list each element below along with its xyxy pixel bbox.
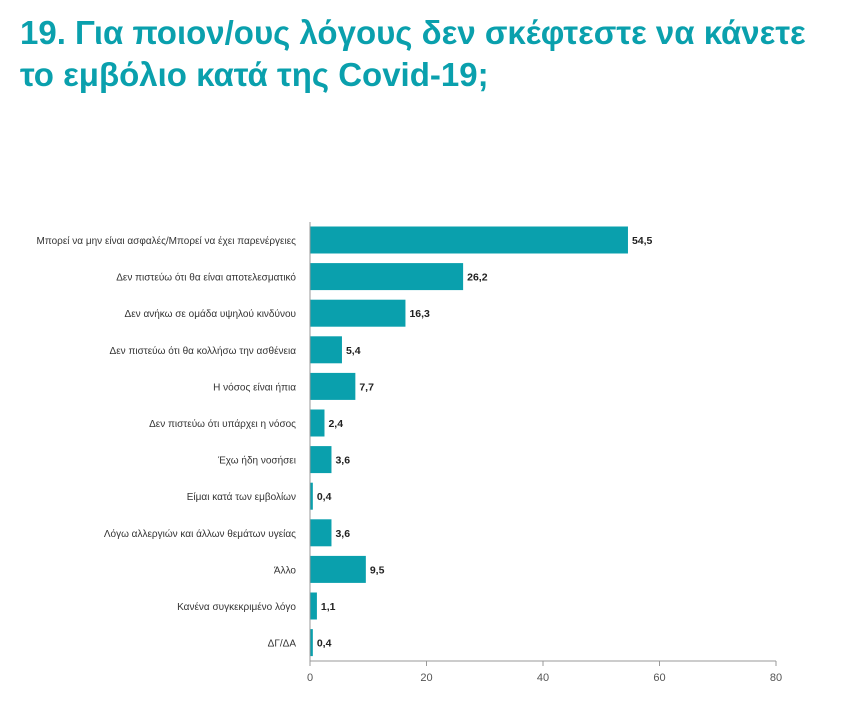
bar [310, 336, 342, 364]
x-tick-label: 80 [770, 672, 782, 684]
bar [310, 555, 366, 583]
category-label: Είμαι κατά των εμβολίων [187, 491, 296, 503]
bar [310, 263, 464, 291]
data-label: 0,4 [317, 491, 332, 503]
category-label: Δεν πιστεύω ότι θα είναι αποτελεσματικό [116, 272, 296, 284]
x-tick-label: 20 [420, 672, 432, 684]
category-label: Μπορεί να μην είναι ασφαλές/Μπορεί να έχ… [36, 235, 296, 247]
data-label: 5,4 [346, 345, 361, 357]
bar [310, 592, 317, 620]
category-label: Δεν ανήκω σε ομάδα υψηλού κινδύνου [125, 308, 296, 320]
data-label: 26,2 [467, 272, 488, 284]
x-tick-label: 0 [307, 672, 313, 684]
category-label: ΔΓ/ΔΑ [268, 639, 297, 650]
category-label: Άλλο [274, 565, 297, 576]
x-tick-label: 60 [653, 672, 665, 684]
x-tick-label: 40 [537, 672, 549, 684]
bar [310, 482, 313, 510]
category-label: Λόγω αλλεργιών και άλλων θεμάτων υγείας [104, 528, 296, 540]
bar [310, 519, 332, 547]
bar [310, 226, 628, 254]
data-label: 1,1 [321, 601, 336, 613]
category-label: Έχω ήδη νοσήσει [217, 455, 296, 467]
bar [310, 446, 332, 474]
category-label: Δεν πιστεύω ότι υπάρχει η νόσος [149, 418, 296, 430]
category-label: Κανένα συγκεκριμένο λόγο [177, 601, 296, 613]
data-label: 0,4 [317, 638, 332, 650]
bar [310, 299, 406, 327]
data-label: 9,5 [370, 564, 385, 576]
data-label: 16,3 [409, 308, 430, 320]
data-label: 7,7 [359, 381, 374, 393]
bar [310, 372, 356, 400]
bar [310, 409, 325, 437]
data-label: 2,4 [328, 418, 343, 430]
data-label: 3,6 [335, 455, 350, 467]
category-label: Δεν πιστεύω ότι θα κολλήσω την ασθένεια [110, 345, 297, 357]
category-label: Η νόσος είναι ήπια [213, 381, 296, 393]
data-label: 54,5 [632, 235, 653, 247]
page-title: 19. Για ποιον/ους λόγους δεν σκέφτεστε ν… [20, 14, 806, 93]
bar [310, 629, 313, 657]
data-label: 3,6 [335, 528, 350, 540]
